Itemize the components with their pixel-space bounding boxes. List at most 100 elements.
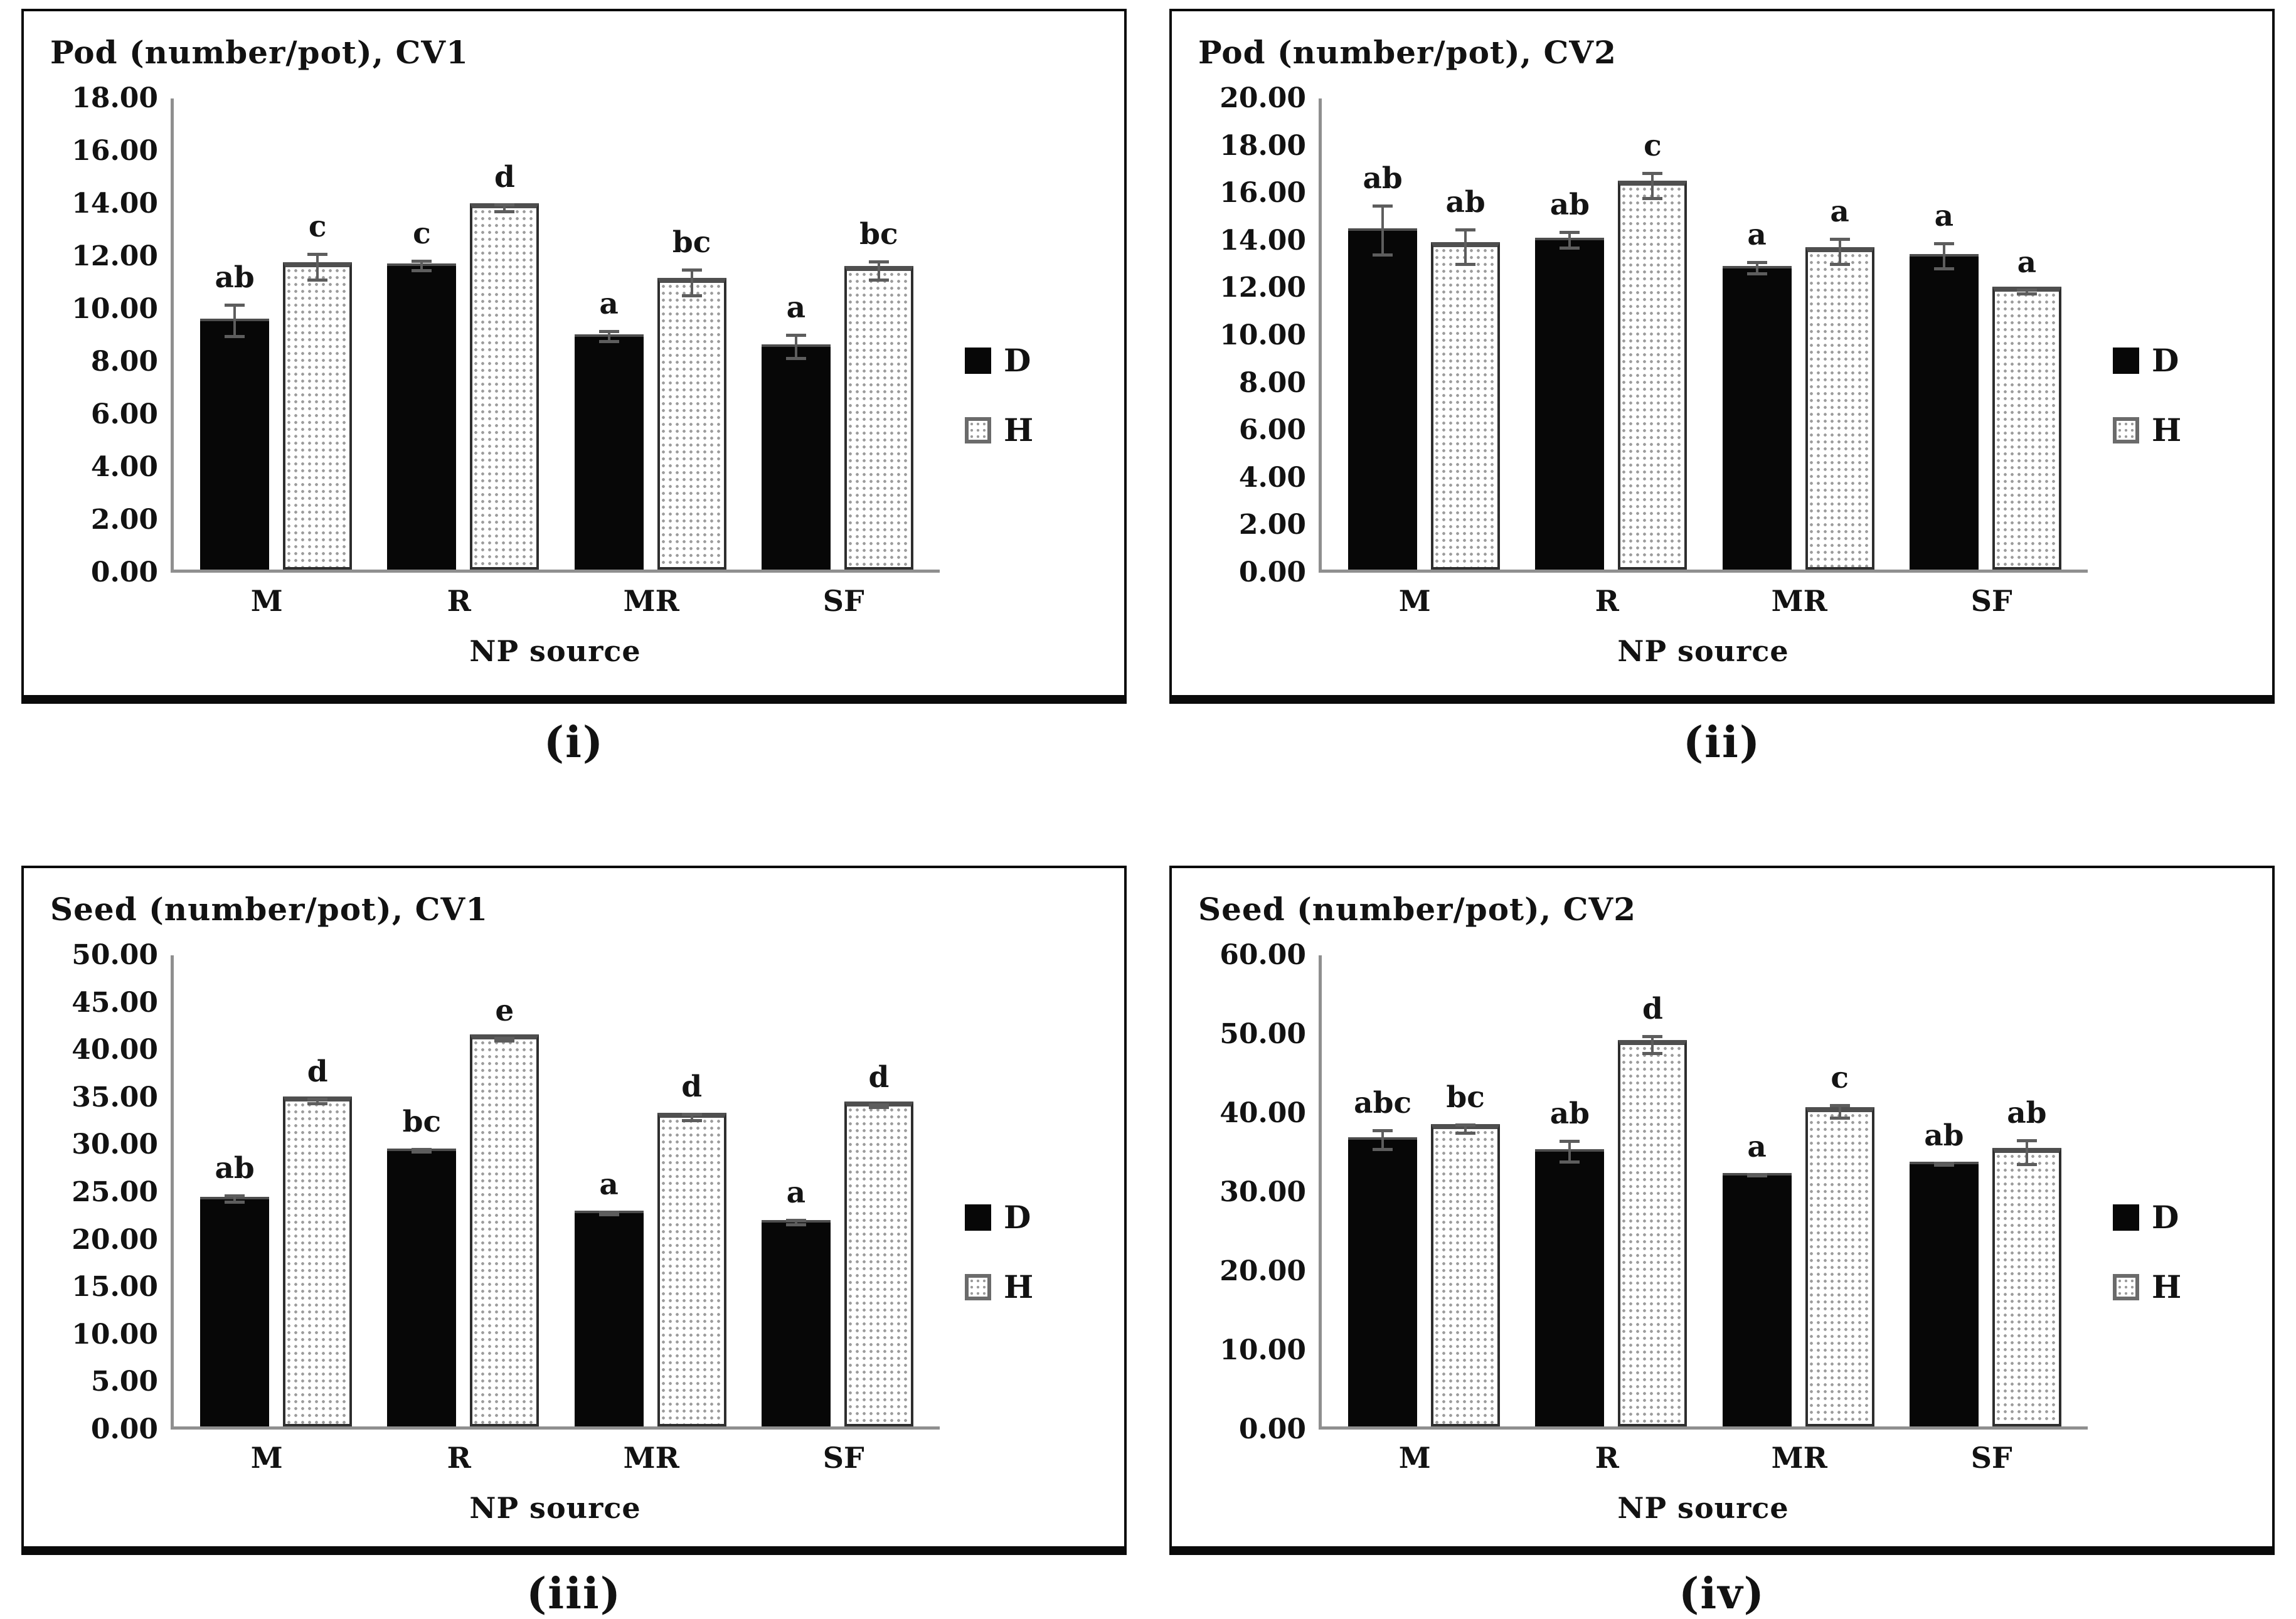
significance-letter: d [307,1054,328,1090]
error-bar-cap-bottom [494,210,515,214]
error-bar [595,1210,623,1216]
error-bar-line [690,268,693,297]
error-bar-line [1755,261,1758,275]
error-bar [304,1098,331,1106]
error-bar [678,1113,706,1123]
legend-swatch-h-icon [965,1273,991,1300]
legend-item-d: D [965,342,1098,379]
error-bar-cap-top [1455,228,1476,232]
bar-d-sf: a [1909,199,1979,570]
x-tick-label-sf: SF [822,584,864,618]
error-bar-cap-bottom [1373,1147,1393,1151]
bar-h-m: ab [1431,185,1501,570]
bar-group-m: abc bc [1348,1080,1501,1426]
legend-item-h: H [965,411,1098,449]
error-bar-line [877,260,880,282]
bar-h-sf: bc [844,217,913,570]
bar-h-sf: d [844,1060,913,1426]
error-bar-cap-top [412,259,432,263]
bar-group-r: ab d [1535,992,1687,1426]
error-bar [1639,171,1666,200]
error-bar-line [316,1098,319,1106]
error-bar-cap-top [494,203,515,206]
error-bar-cap-bottom [412,1150,432,1154]
error-bar [1743,1172,1771,1178]
bar-d-m: ab [200,260,270,570]
error-bar-line [1464,228,1467,267]
figure-cell-iii: Seed (number/pot), CV1 50.00 45.00 40.00 35… [0,810,1148,1619]
y-axis: 50.00 45.00 40.00 35.00 30.00 25.00 20.00 15.00… [72,939,158,1445]
significance-letter: a [1934,199,1954,234]
error-bar-cap-bottom [868,278,889,282]
chart-body: 60.00 50.00 40.00 30.00 20.00 10.00 0.00 abc bc… [1198,939,2246,1445]
bar-h-mr: a [1805,194,1874,570]
x-tick-label-r: R [1595,1441,1619,1475]
significance-letter: a [1747,1129,1767,1164]
error-bar-cap-top [494,1036,515,1040]
error-bar [782,334,810,360]
bar-h-mr: bc [657,225,726,570]
legend-swatch-d-icon [965,347,991,374]
panel-seed-cv2: Seed (number/pot), CV2 60.00 50.00 40.00 30… [1169,866,2275,1555]
significance-letter: a [2017,245,2037,280]
bar-h-mr: d [657,1070,726,1426]
error-bar [782,1219,810,1227]
error-bar-cap-top [2016,1139,2037,1143]
error-bar-cap-top [598,330,619,334]
legend-swatch-d-icon [965,1204,991,1231]
legend-label-h: H [1004,411,1034,449]
significance-letter: d [1642,991,1663,1026]
error-bar-cap-bottom [2016,292,2037,296]
significance-letter: a [599,1167,619,1202]
error-bar-cap-bottom [785,357,806,360]
y-axis: 60.00 50.00 40.00 30.00 20.00 10.00 0.00 [1220,939,1306,1445]
error-bar-cap-bottom [1642,197,1663,200]
error-bar-cap-top [1560,1140,1580,1144]
plot-area: ab d bc e a d a d [171,955,940,1430]
x-tick-label-mr: MR [623,1441,679,1475]
chart-title: Pod (number/pot), CV2 [1198,34,1617,71]
x-axis-title: NP source [469,634,641,668]
significance-letter: ab [1363,161,1403,196]
error-bar-cap-bottom [2016,1163,2037,1166]
chart-body: 18.00 16.00 14.00 12.00 10.00 8.00 6.00 4.00 2.0… [50,85,1098,587]
figure-cell-iv: Seed (number/pot), CV2 60.00 50.00 40.00 30… [1148,810,2296,1619]
x-tick-label-r: R [1595,584,1619,618]
bar-h-r: d [470,160,539,570]
bar-d-m: ab [1348,161,1418,570]
legend-label-d: D [2152,1199,2179,1236]
plot-area: abc bc ab d a c ab ab [1319,955,2088,1430]
error-bar-line [503,203,506,214]
error-bar-cap-bottom [1455,263,1476,267]
error-bar [1930,242,1958,271]
error-bar-cap-bottom [1829,1117,1850,1120]
error-bar-line [607,330,610,343]
error-bar-cap-bottom [307,278,328,282]
error-bar-line [1838,238,1841,267]
error-bar [1369,204,1396,257]
panel-caption: (i) [543,718,605,768]
error-bar-line [1381,1128,1385,1151]
significance-letter: bc [1446,1080,1485,1115]
significance-letter: c [1644,128,1662,163]
error-bar [865,1103,893,1110]
error-bar-cap-top [785,334,806,337]
significance-letter: ab [1445,185,1485,220]
bar-d-mr: a [1722,218,1792,570]
bar-d-m: abc [1348,1086,1418,1426]
significance-letter: d [681,1070,703,1105]
bar-h-r: c [1618,129,1687,570]
error-bar-line [420,259,423,273]
bar-d-r: bc [387,1105,457,1426]
x-axis-labels: M R MR SF [171,1441,940,1475]
legend-label-d: D [2152,342,2179,379]
error-bar-cap-bottom [598,1213,619,1216]
error-bar-line [1838,1104,1841,1120]
